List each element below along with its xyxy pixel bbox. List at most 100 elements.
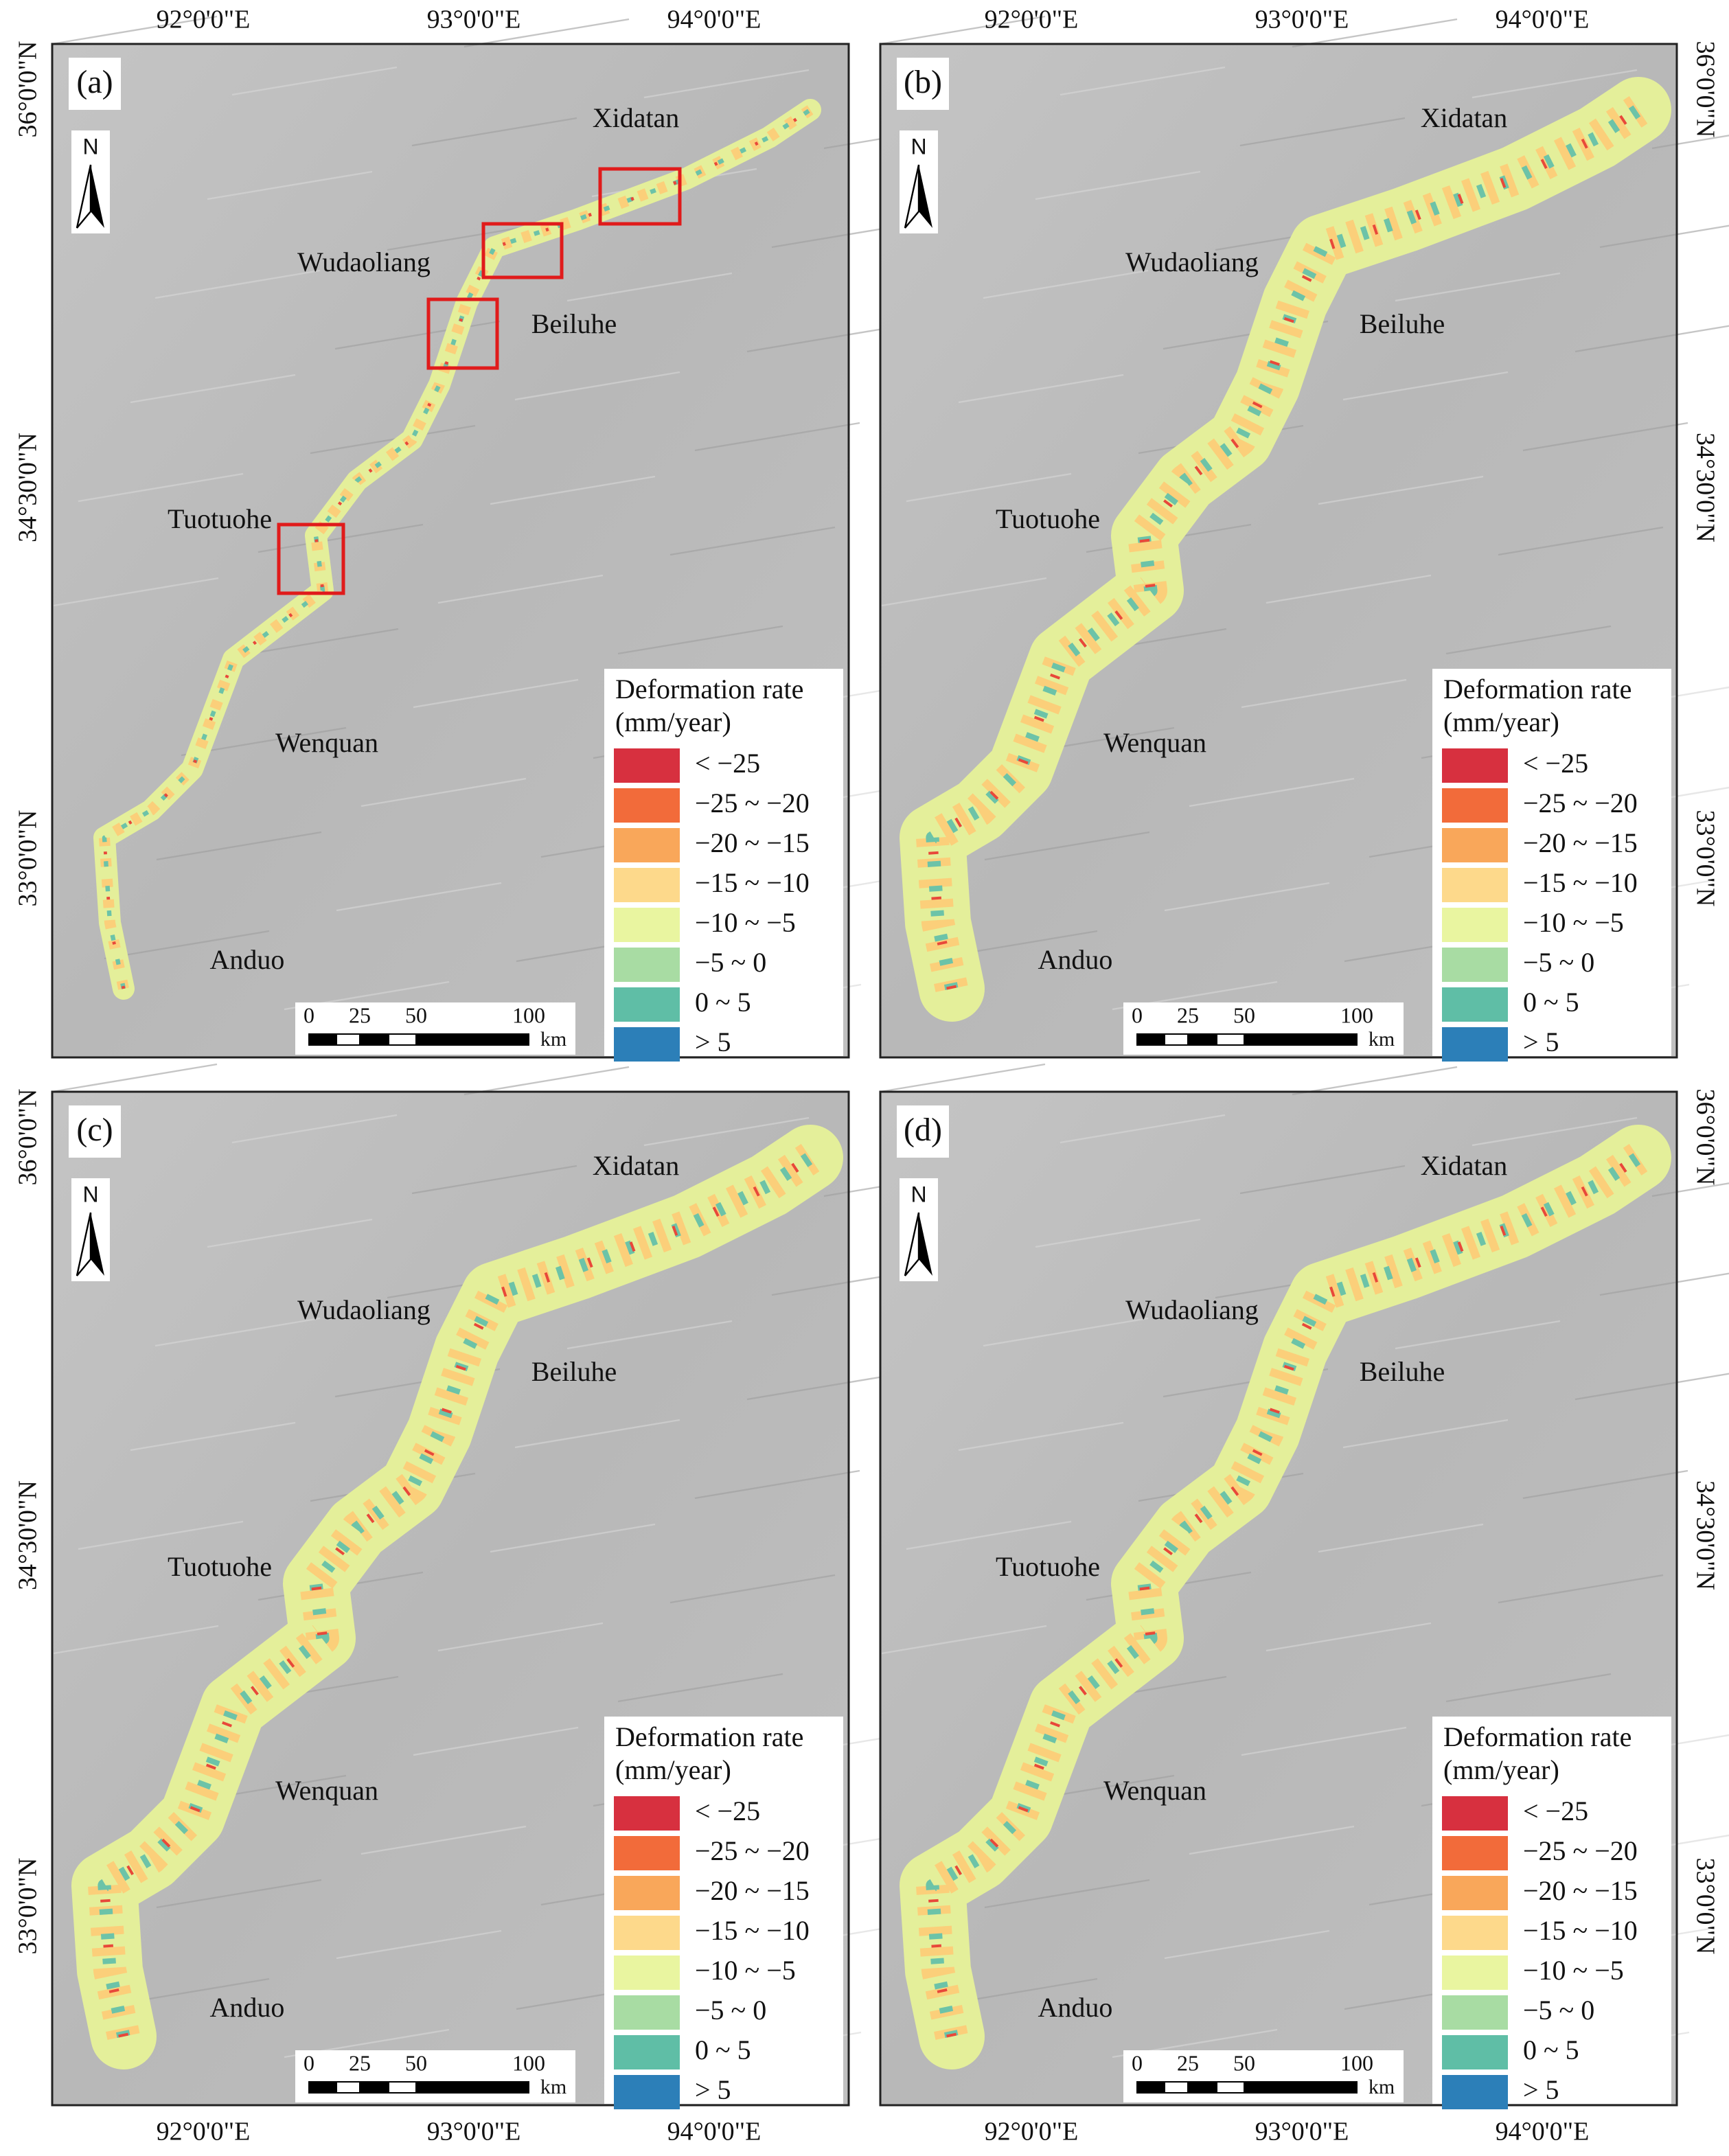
latitude-label: 34°30'0"N xyxy=(1691,1480,1719,1590)
legend-label: −15 ~ −10 xyxy=(695,867,810,898)
place-name: Wudaoliang xyxy=(1125,1294,1259,1325)
legend-title: (mm/year) xyxy=(615,1754,731,1785)
legend-label: −20 ~ −15 xyxy=(1523,827,1638,858)
terrain-ridge xyxy=(1060,66,1226,96)
legend-label: −15 ~ −10 xyxy=(695,1915,810,1946)
legend-swatch xyxy=(1442,1995,1508,2030)
scale-segment xyxy=(388,2081,417,2094)
legend-swatch xyxy=(1442,908,1508,942)
legend-label: < −25 xyxy=(1523,748,1588,779)
place-name: Beiluhe xyxy=(531,1356,617,1387)
scale-label: 100 xyxy=(1340,1002,1373,1027)
longitude-label: 93°0'0"E xyxy=(1255,5,1349,34)
scale-label: 100 xyxy=(512,1002,545,1027)
place-name: Beiluhe xyxy=(1360,308,1445,339)
terrain-ridge xyxy=(1318,1523,1484,1553)
legend: Deformation rate(mm/year) < −25 −25 ~ −20 −… xyxy=(604,1717,843,2109)
legend: Deformation rate(mm/year) < −25 −25 ~ −20 −… xyxy=(1432,1717,1671,2109)
legend-label: −20 ~ −15 xyxy=(695,1875,810,1906)
legend-swatch xyxy=(614,2075,680,2109)
terrain-ridge xyxy=(231,66,398,96)
terrain-ridge xyxy=(1189,1825,1355,1855)
latitude-label: 34°30'0"N xyxy=(1691,433,1719,542)
scale-segment xyxy=(1187,2081,1217,2094)
scale-segment xyxy=(1216,1033,1245,1046)
place-name: Xidatan xyxy=(593,102,680,133)
terrain-ridge xyxy=(1189,777,1355,807)
legend-label: −10 ~ −5 xyxy=(1523,907,1624,938)
terrain-ridge xyxy=(694,1469,860,1500)
legend-label: 0 ~ 5 xyxy=(1523,2034,1579,2065)
legend-label: −5 ~ 0 xyxy=(695,947,766,978)
highlight-box xyxy=(598,167,682,226)
terrain-ridge xyxy=(78,1520,244,1550)
terrain-ridge xyxy=(207,1218,373,1248)
legend-swatch xyxy=(614,868,680,902)
place-name: Anduo xyxy=(1038,944,1113,975)
legend-title: Deformation rate xyxy=(1443,674,1631,704)
terrain-ridge xyxy=(104,930,270,960)
longitude-label: 94°0'0"E xyxy=(667,2118,762,2146)
scale-unit: km xyxy=(1369,1028,1395,1051)
terrain-ridge xyxy=(490,475,656,505)
legend-title: Deformation rate xyxy=(615,674,803,704)
legend-title: (mm/year) xyxy=(1443,1754,1559,1785)
terrain-ridge xyxy=(1239,1165,1406,1195)
scale-label: 50 xyxy=(1233,1002,1255,1027)
terrain-ridge xyxy=(360,777,527,807)
legend-swatch xyxy=(1442,1956,1508,1990)
place-name: Xidatan xyxy=(1421,1150,1508,1181)
scale-bar-bg xyxy=(295,2050,575,2102)
terrain-ridge xyxy=(360,1825,527,1855)
latitude-label: 36°0'0"N xyxy=(1691,1089,1719,1186)
corridor-texture xyxy=(102,108,812,989)
legend-swatch xyxy=(1442,948,1508,982)
terrain-ridge xyxy=(514,1419,680,1449)
legend-label: < −25 xyxy=(1523,1796,1588,1826)
terrain-ridge xyxy=(669,1574,836,1604)
terrain-ridge xyxy=(1472,69,1638,99)
terrain-ridge xyxy=(1239,117,1406,147)
legend-label: < −25 xyxy=(695,1796,760,1826)
legend-swatch xyxy=(614,1027,680,1062)
legend-label: 0 ~ 5 xyxy=(695,2034,751,2065)
terrain-ridge xyxy=(257,523,424,553)
place-name: Wudaoliang xyxy=(297,246,431,277)
frame xyxy=(879,1090,1678,2107)
frame xyxy=(51,1090,850,2107)
legend-title: (mm/year) xyxy=(615,707,731,737)
terrain-ridge xyxy=(1395,1320,1561,1350)
terrain-ridge xyxy=(154,1317,321,1347)
scale-segment xyxy=(1187,1033,1217,1046)
legend-label: −25 ~ −20 xyxy=(695,1835,810,1866)
scale-label: 50 xyxy=(405,1002,427,1027)
north-arrow xyxy=(919,1213,932,1276)
longitude-label: 92°0'0"E xyxy=(985,5,1079,34)
terrain-ridge xyxy=(463,1066,630,1096)
terrain-ridge xyxy=(617,1673,783,1703)
legend-swatch xyxy=(1442,1836,1508,1870)
longitude-label: 93°0'0"E xyxy=(1255,2118,1349,2146)
terrain-ridge xyxy=(334,320,501,350)
terrain-ridge xyxy=(1651,1182,1729,1197)
legend-label: > 5 xyxy=(695,2074,731,2105)
legend-swatch xyxy=(614,1916,680,1950)
terrain-ridge xyxy=(669,526,836,556)
highlight-box xyxy=(481,222,564,279)
scale-unit: km xyxy=(1369,2076,1395,2098)
legend-label: −25 ~ −20 xyxy=(1523,788,1638,818)
terrain-ridge xyxy=(413,678,579,709)
scale-label: 25 xyxy=(1177,2050,1199,2075)
scale-segment xyxy=(308,2081,337,2094)
scale-label: 0 xyxy=(1132,2050,1143,2075)
terrain-ridge xyxy=(437,1622,604,1652)
terrain-ridge xyxy=(1599,1272,1729,1296)
legend-label: > 5 xyxy=(695,1027,731,1057)
legend-title: Deformation rate xyxy=(1443,1721,1631,1752)
terrain-ridge xyxy=(78,472,244,503)
panel-label: (a) xyxy=(76,64,113,100)
terrain-ridge xyxy=(154,269,321,299)
legend-swatch xyxy=(614,987,680,1022)
